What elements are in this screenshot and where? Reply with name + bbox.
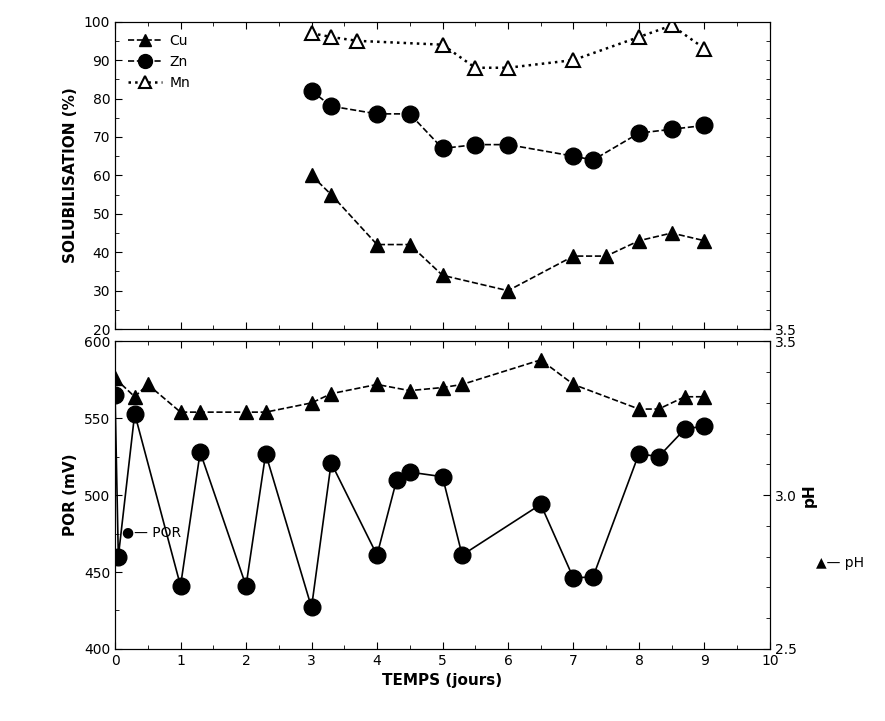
Y-axis label: SOLUBILISATION (%): SOLUBILISATION (%) [63, 87, 78, 263]
Y-axis label: POR (mV): POR (mV) [63, 454, 78, 536]
Text: ●— POR: ●— POR [121, 525, 181, 539]
Y-axis label: pH: pH [802, 483, 817, 507]
Legend: Cu, Zn, Mn: Cu, Zn, Mn [122, 29, 196, 96]
X-axis label: TEMPS (jours): TEMPS (jours) [382, 673, 503, 689]
Text: ▲— pH: ▲— pH [816, 556, 864, 570]
